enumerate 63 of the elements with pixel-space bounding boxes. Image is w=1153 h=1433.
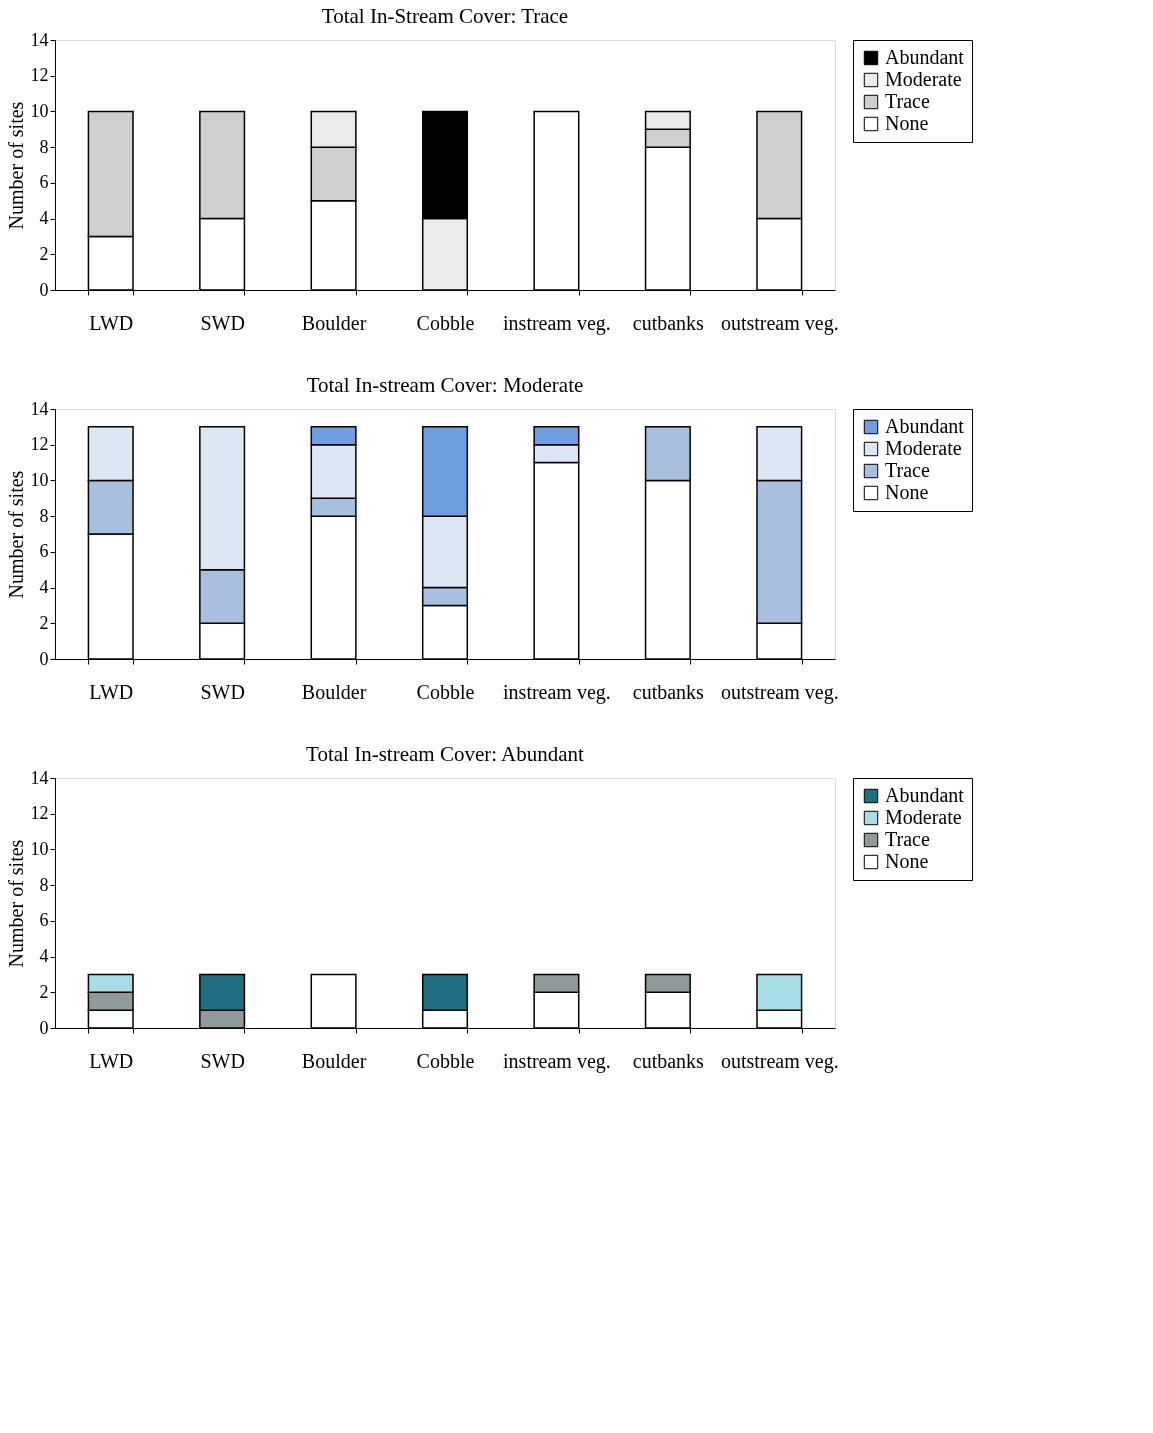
y-tick-label: 8 xyxy=(39,136,49,157)
x-tick-label: SWD xyxy=(200,680,245,703)
legend-label: Trace xyxy=(885,828,930,850)
x-tick-label: Boulder xyxy=(301,1049,367,1072)
y-axis-title: Number of sites xyxy=(4,470,27,599)
y-tick-label: 4 xyxy=(39,208,49,229)
x-tick-label: cutbanks xyxy=(632,311,705,334)
x-tick-label: LWD xyxy=(89,311,134,334)
y-axis-title: Number of sites xyxy=(4,101,27,230)
x-tick-label: instream veg. xyxy=(503,1049,611,1073)
legend-label: Abundant xyxy=(885,46,965,68)
y-tick-label: 8 xyxy=(39,874,49,895)
y-tick-label: 14 xyxy=(30,398,49,419)
legend-label: Abundant xyxy=(885,415,965,437)
legend-label: None xyxy=(885,481,929,503)
legend-label: Abundant xyxy=(885,784,965,806)
legend-label: Moderate xyxy=(885,437,962,459)
x-tick-label: LWD xyxy=(89,1049,134,1072)
x-tick-label: cutbanks xyxy=(632,680,705,703)
y-tick-label: 12 xyxy=(30,65,49,86)
y-tick-label: 12 xyxy=(30,803,49,824)
x-tick-label: LWD xyxy=(89,680,134,703)
x-tick-label: outstream veg. xyxy=(720,680,839,704)
y-tick-label: 6 xyxy=(39,172,49,193)
y-tick-label: 14 xyxy=(30,29,49,50)
x-tick-label: SWD xyxy=(200,1049,245,1072)
y-tick-label: 4 xyxy=(39,577,49,598)
y-tick-label: 10 xyxy=(30,100,49,121)
legend-label: Trace xyxy=(885,90,930,112)
x-tick-label: outstream veg. xyxy=(720,1049,839,1073)
chart-title: Total In-stream Cover: Abundant xyxy=(306,742,585,766)
legend-label: None xyxy=(885,112,929,134)
y-tick-label: 12 xyxy=(30,434,49,455)
legend-label: Moderate xyxy=(885,68,962,90)
chart-title: Total In-stream Cover: Moderate xyxy=(306,373,584,397)
x-tick-label: instream veg. xyxy=(503,680,611,704)
x-tick-label: Boulder xyxy=(301,680,367,703)
y-tick-label: 2 xyxy=(39,612,49,633)
y-axis-title: Number of sites xyxy=(4,839,27,968)
x-tick-label: outstream veg. xyxy=(720,311,839,335)
y-tick-label: 6 xyxy=(39,910,49,931)
y-tick-label: 0 xyxy=(39,279,49,300)
y-tick-label: 4 xyxy=(39,946,49,967)
x-tick-label: Boulder xyxy=(301,311,367,334)
y-tick-label: 6 xyxy=(39,541,49,562)
chart-title: Total In-Stream Cover: Trace xyxy=(321,4,569,28)
x-tick-label: cutbanks xyxy=(632,1049,705,1072)
legend-label: Moderate xyxy=(885,806,962,828)
y-tick-label: 2 xyxy=(39,243,49,264)
y-tick-label: 2 xyxy=(39,981,49,1002)
y-tick-label: 14 xyxy=(30,767,49,788)
x-tick-label: instream veg. xyxy=(503,311,611,335)
x-tick-label: SWD xyxy=(200,311,245,334)
y-tick-label: 8 xyxy=(39,505,49,526)
legend-label: None xyxy=(885,850,929,872)
legend-label: Trace xyxy=(885,459,930,481)
x-tick-label: Cobble xyxy=(416,1049,475,1072)
y-tick-label: 0 xyxy=(39,1017,49,1038)
y-tick-label: 10 xyxy=(30,838,49,859)
y-tick-label: 0 xyxy=(39,648,49,669)
x-tick-label: Cobble xyxy=(416,680,475,703)
y-tick-label: 10 xyxy=(30,469,49,490)
x-tick-label: Cobble xyxy=(416,311,475,334)
